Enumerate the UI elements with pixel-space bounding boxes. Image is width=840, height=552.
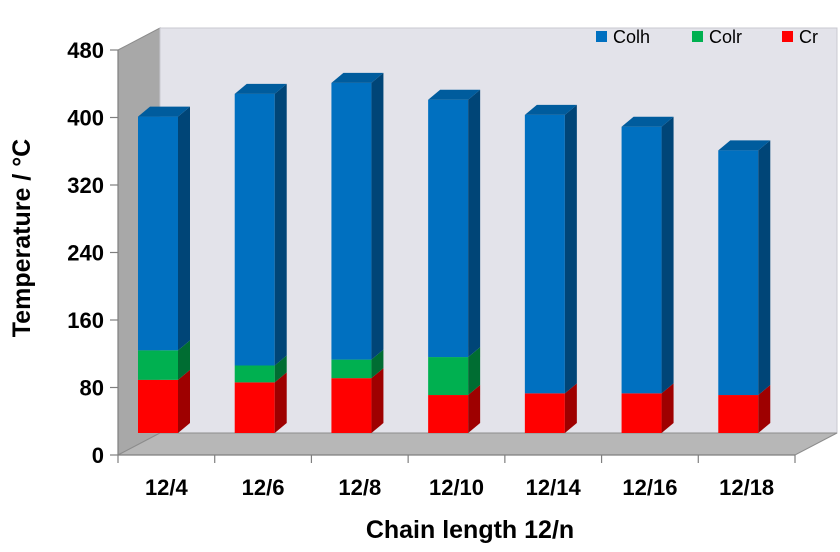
bar-colh-front: [331, 82, 372, 360]
bar-colh-side: [661, 116, 674, 394]
y-axis: 0 80 160 240 320 400 480: [67, 38, 119, 468]
bar-colr-side: [178, 340, 190, 380]
bar-cr-front: [138, 379, 178, 433]
bar-cr-front: [718, 395, 759, 433]
bar-colh-top: [621, 116, 674, 127]
bar-cr-side: [178, 369, 190, 433]
bar-colh-top: [718, 140, 771, 151]
bar-cr-side: [468, 385, 481, 433]
bar-colr-side: [274, 355, 287, 383]
bar-colh-front: [234, 93, 275, 366]
legend-swatch: [596, 31, 607, 42]
bar-cr-side: [758, 385, 771, 433]
legend-item: Colh: [596, 27, 650, 47]
bar-cr-side: [371, 368, 384, 433]
x-tick-label: 12/14: [526, 475, 582, 500]
x-axis-title: Chain length 12/n: [366, 516, 574, 544]
bar-colh-top: [524, 104, 577, 115]
legend-label: Cr: [799, 27, 818, 47]
floor: [117, 432, 838, 456]
legend-swatch: [782, 31, 793, 42]
bar-cr-side: [661, 383, 674, 433]
bar-colh-top: [138, 106, 190, 117]
bar-colr-front: [331, 359, 372, 379]
x-tick-label: 12/8: [338, 475, 381, 500]
bar-cr-front: [234, 382, 275, 433]
legend-label: Colr: [709, 27, 742, 47]
bar-colr-side: [371, 349, 384, 379]
bar-colh-top: [331, 72, 384, 83]
bar-stack: [331, 72, 384, 433]
x-tick-label: 12/4: [145, 475, 189, 500]
bar-colh-side: [758, 140, 771, 396]
bar-colh-top: [234, 83, 287, 94]
y-tick-label: 0: [92, 443, 104, 468]
bar-colh-front: [428, 99, 469, 358]
y-axis-title: Temperature / °C: [8, 139, 36, 337]
y-tick-label: 320: [67, 173, 104, 198]
bar-colr-front: [234, 365, 275, 383]
bar-stack: [621, 116, 674, 433]
x-tick-label: 12/6: [242, 475, 285, 500]
bar-cr-front: [524, 393, 565, 433]
y-tick-label: 480: [67, 38, 104, 63]
bar-colh-front: [138, 116, 178, 351]
bar-colh-side: [178, 106, 190, 351]
bar-colh-front: [718, 150, 759, 396]
bars: [138, 72, 771, 433]
bar-colh-top: [428, 89, 481, 100]
bar-stack: [718, 140, 771, 433]
bar-stack: [524, 104, 577, 433]
x-tick-label: 12/16: [622, 475, 677, 500]
x-axis: 12/4 12/6 12/8 12/10 12/14 12/16 12/18: [117, 454, 796, 500]
legend-swatch: [692, 31, 703, 42]
y-tick-label: 160: [67, 308, 104, 333]
bar-cr-front: [331, 378, 372, 433]
bar-stack: [234, 83, 287, 433]
y-tick-label: 240: [67, 241, 104, 266]
bar-colr-front: [428, 357, 469, 396]
x-tick-label: 12/18: [719, 475, 774, 500]
legend-item: Cr: [782, 27, 818, 47]
bar-colr-side: [468, 347, 481, 396]
x-tick-label: 12/10: [429, 475, 484, 500]
bar-colh-side: [564, 104, 577, 394]
bar-cr-side: [274, 372, 287, 433]
legend-item: Colr: [692, 27, 742, 47]
bar-colh-side: [274, 83, 287, 366]
bar-cr-front: [428, 395, 469, 433]
bar-stack: [138, 106, 190, 433]
legend: Colh Colr Cr: [596, 27, 818, 47]
bar-colh-side: [371, 72, 384, 360]
y-tick-label: 80: [80, 376, 104, 401]
y-tick-label: 400: [67, 106, 104, 131]
bar-cr-side: [564, 383, 577, 433]
bar-stack: [428, 89, 481, 433]
bar-colh-front: [621, 126, 662, 394]
legend-label: Colh: [613, 27, 650, 47]
bar-colh-front: [524, 114, 565, 394]
bar-colr-front: [138, 350, 178, 380]
bar-colh-side: [468, 89, 481, 358]
bar-cr-front: [621, 393, 662, 433]
